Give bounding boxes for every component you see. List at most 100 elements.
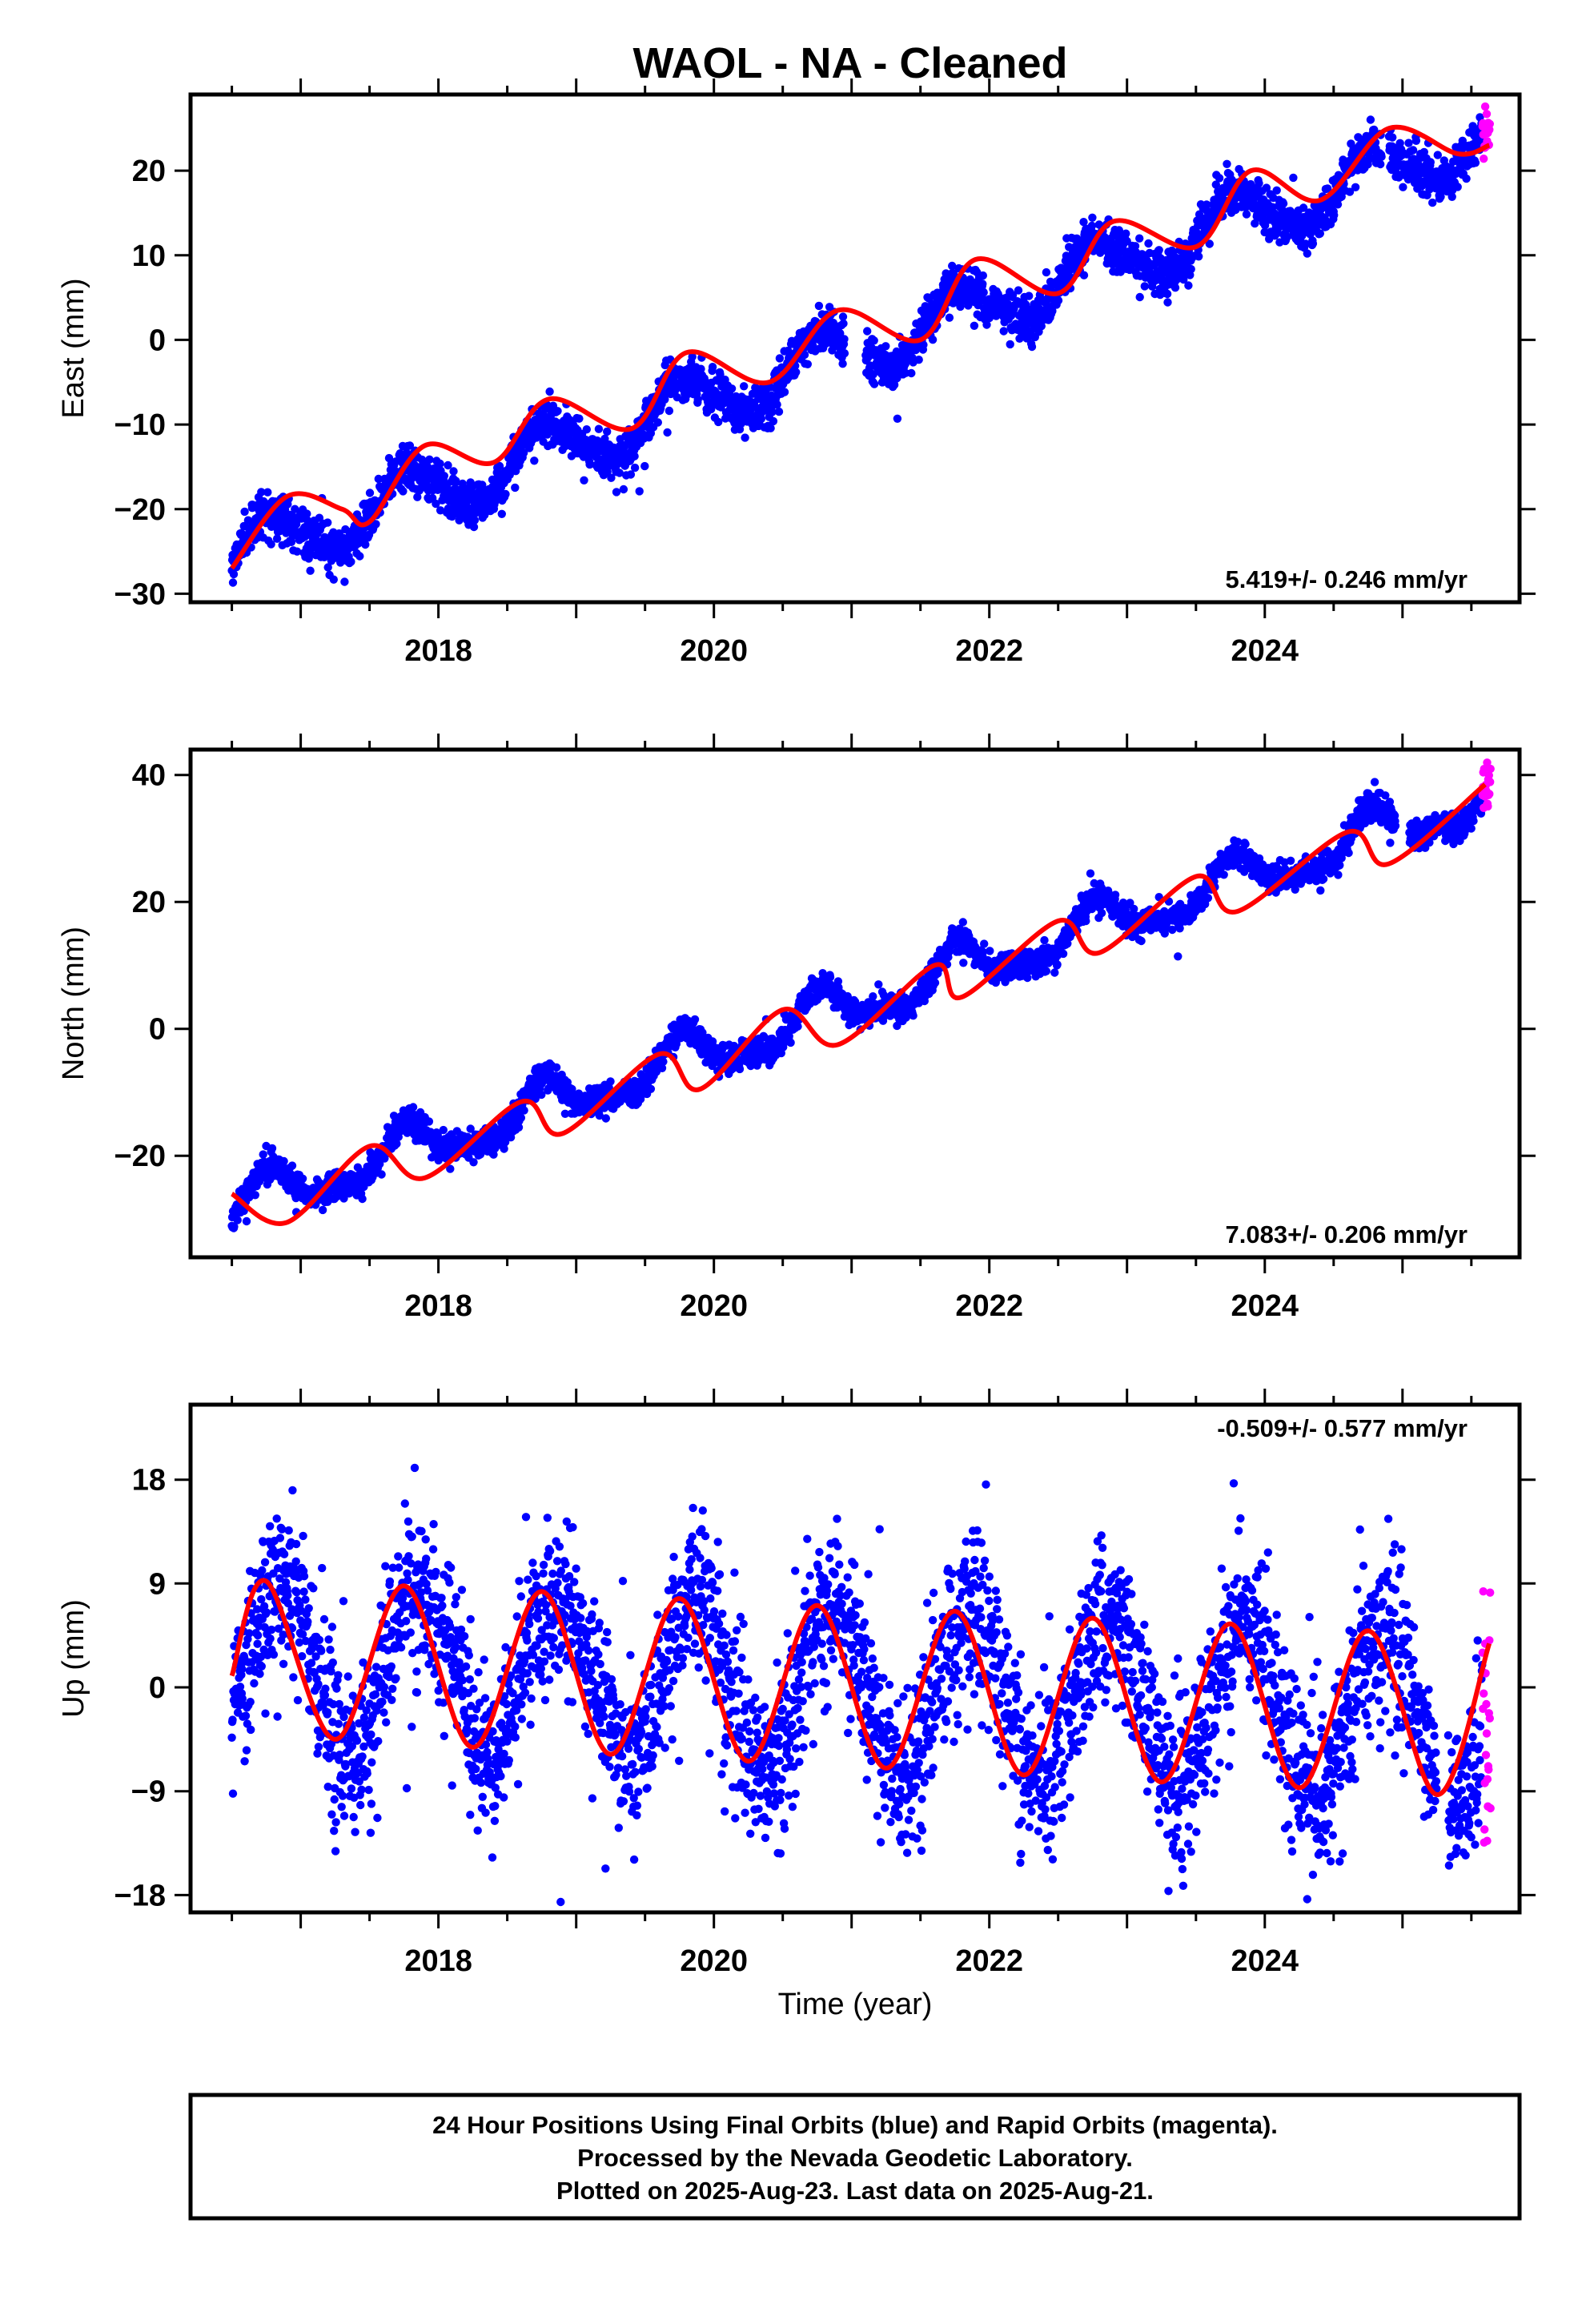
final-orbit-point [530,456,539,465]
final-orbit-point [1308,239,1318,248]
final-orbit-point [757,414,765,424]
final-orbit-point [863,327,872,336]
final-orbit-point [661,395,669,404]
final-orbit-point [355,552,364,561]
final-orbit-point [1255,179,1263,188]
final-orbit-point [1135,292,1144,302]
final-orbit-point [600,434,609,444]
final-orbit-point [519,448,528,457]
final-orbit-point [432,499,440,509]
final-orbit-point [408,1103,418,1112]
final-orbit-point [287,1161,297,1170]
final-orbit-point [840,335,849,344]
final-orbit-point [595,1111,604,1120]
final-orbit-point [1242,210,1251,219]
final-orbit-point [242,1216,251,1226]
y-tick-label: −20 [114,493,166,527]
final-orbit-point [982,320,991,329]
final-orbit-point [354,539,363,548]
final-orbit-point [1130,242,1140,251]
final-orbit-point [259,1150,267,1159]
final-orbit-point [230,1222,239,1232]
x-tick-label: 2024 [1231,634,1299,668]
final-orbit-point [323,518,332,527]
final-orbit-point [615,468,624,477]
y-tick-label: 20 [132,155,166,188]
final-orbit-point [836,329,845,338]
final-orbit-point [893,414,902,423]
final-orbit-point [780,388,789,396]
final-orbit-point [970,321,979,330]
final-orbit-point [228,578,238,587]
final-orbit-point [603,427,612,436]
final-orbit-point [1462,174,1471,183]
final-orbit-point [1195,252,1203,261]
final-orbit-point [665,406,674,416]
final-orbit-point [257,488,266,497]
final-orbit-point [500,1137,510,1147]
final-orbit-point [793,1022,802,1031]
final-orbit-point [1272,186,1281,195]
final-orbit-point [690,1015,700,1024]
final-orbit-point [1411,136,1421,145]
x-tick-label: 2018 [404,634,472,668]
final-orbit-point [740,382,749,391]
final-orbit-point [774,407,784,416]
final-orbit-point [1345,187,1355,196]
final-orbit-point [838,360,847,368]
final-orbit-point [708,363,717,372]
final-orbit-point [640,461,649,471]
final-orbit-point [392,1140,401,1148]
east-y-axis-label: East (mm) [57,278,90,418]
final-orbit-point [375,1160,384,1168]
final-orbit-point [945,313,954,322]
final-orbit-point [1377,152,1386,161]
final-orbit-point [999,327,1008,336]
final-orbit-point [594,424,604,433]
final-orbit-point [399,487,408,496]
final-orbit-point [424,1117,434,1126]
final-orbit-point [323,563,332,572]
final-orbit-point [553,407,562,416]
final-orbit-point [919,340,928,349]
final-orbit-point [489,1150,498,1159]
final-orbit-point [1279,199,1288,208]
final-orbit-point [928,336,938,344]
final-orbit-point [1021,300,1030,309]
final-orbit-point [1135,234,1144,243]
final-orbit-point [358,1194,367,1204]
final-orbit-point [1453,183,1462,191]
final-orbit-point [907,368,916,378]
final-orbit-point [833,977,843,986]
final-orbit-point [657,1063,667,1073]
final-orbit-point [1170,283,1180,292]
y-tick-label: −10 [114,408,166,442]
east-fit-curve [230,124,1491,570]
final-orbit-point [727,384,737,393]
rapid-orbit-point [1482,110,1492,119]
final-orbit-point [825,973,835,982]
final-orbit-point [828,346,837,355]
final-orbit-point [601,1114,610,1123]
rapid-orbit-point [1480,102,1490,111]
final-orbit-point [430,464,439,473]
final-orbit-point [1223,159,1231,168]
final-orbit-point [552,1063,561,1072]
final-orbit-point [425,455,434,464]
final-orbit-point [1299,203,1308,212]
rapid-orbit-point [1486,82,1494,90]
final-orbit-point [914,356,923,364]
final-orbit-point [1370,125,1379,135]
final-orbit-point [838,312,848,321]
final-orbit-point [1468,122,1477,131]
final-orbit-point [436,459,444,468]
final-orbit-point [347,557,355,566]
final-orbit-point [520,1106,528,1115]
final-orbit-point [374,474,383,484]
final-orbit-point [514,1123,524,1132]
final-orbit-point [543,430,552,439]
final-orbit-point [531,1094,540,1104]
rapid-orbit-point [1480,155,1488,163]
final-orbit-point [251,1191,259,1200]
